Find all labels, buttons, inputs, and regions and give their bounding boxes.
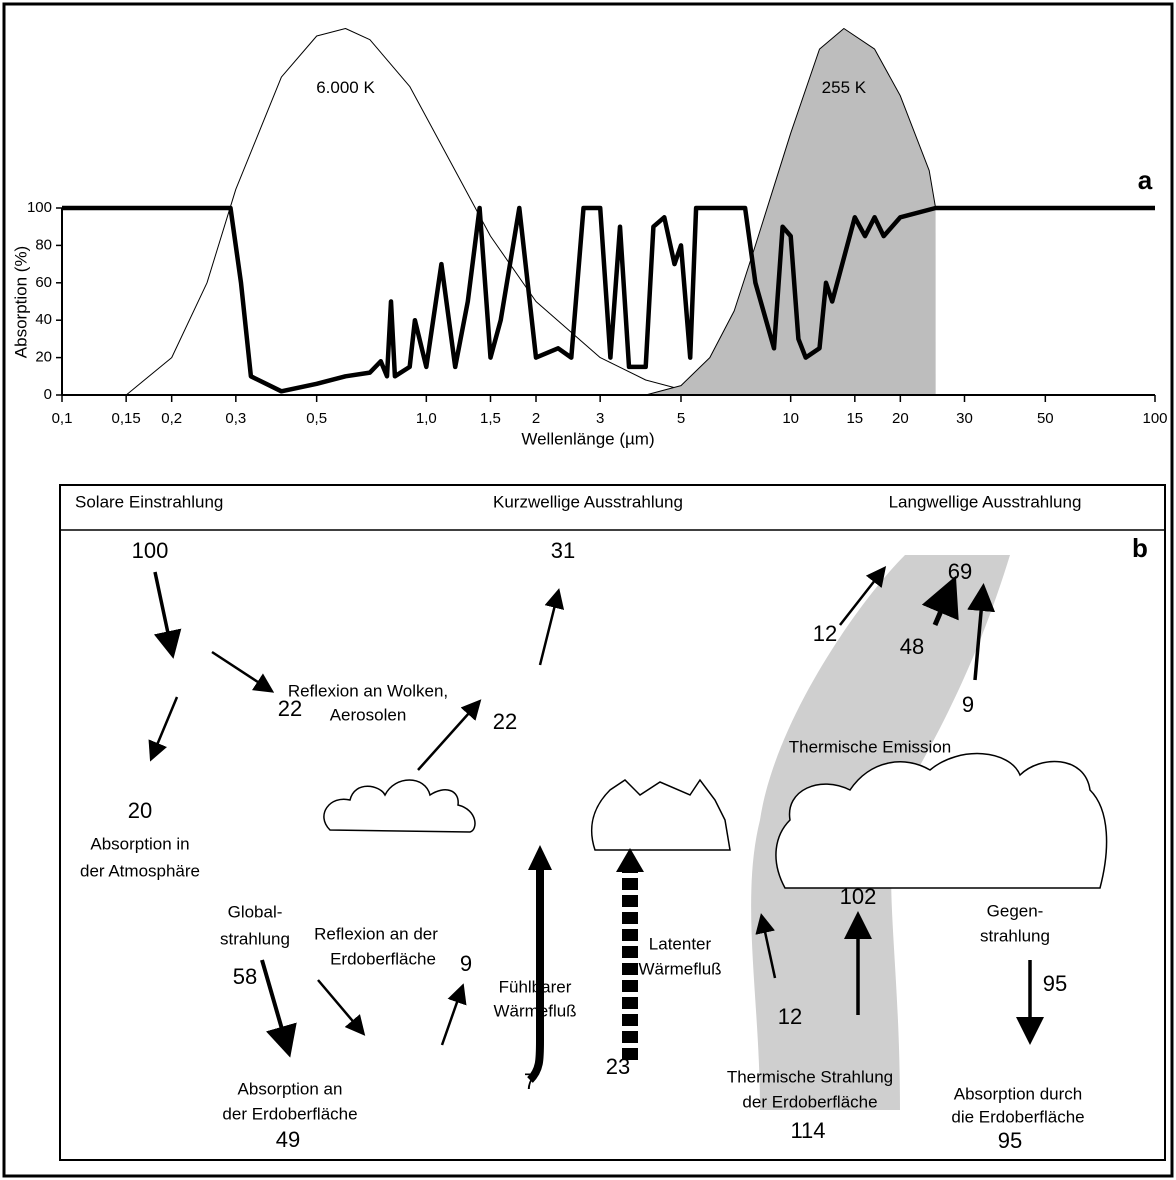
- label: Absorption an: [238, 1079, 343, 1098]
- label: Thermische Strahlung: [727, 1067, 893, 1086]
- x-tick-label: 3: [596, 410, 604, 427]
- y-tick-label: 80: [35, 236, 52, 253]
- label: Absorption durch: [954, 1084, 1083, 1103]
- header: Kurzwellige Ausstrahlung: [493, 492, 683, 511]
- x-tick-label: 0,3: [225, 410, 246, 427]
- label: die Erdoberfläche: [951, 1107, 1084, 1126]
- arrow: [211, 650, 275, 693]
- arrow: [317, 979, 366, 1036]
- header: Solare Einstrahlung: [75, 492, 223, 511]
- y-tick-label: 100: [27, 199, 52, 216]
- line: [125, 28, 682, 396]
- value: 58: [233, 964, 257, 989]
- line: [62, 205, 1155, 394]
- value: 95: [1043, 971, 1067, 996]
- value: 9: [460, 951, 472, 976]
- cloud-large: [775, 752, 1108, 889]
- chart: a Wellenlänge (µm) Absorption (%) 6.000 …: [11, 28, 1168, 448]
- value: 49: [276, 1127, 300, 1152]
- label: Wärmefluß: [638, 959, 721, 978]
- arrow: [839, 566, 887, 626]
- label: Absorption in: [90, 834, 189, 853]
- panel-frame: [59, 484, 1166, 1161]
- panel-label: b: [1132, 533, 1148, 563]
- series-label: 255 K: [822, 78, 867, 97]
- value: 7: [524, 1069, 536, 1094]
- label: Thermische Emission: [789, 737, 952, 756]
- value: 114: [790, 1118, 825, 1143]
- x-tick-label: 100: [1142, 410, 1167, 427]
- label: strahlung: [980, 926, 1050, 945]
- value: 95: [998, 1128, 1022, 1153]
- arrow: [538, 588, 565, 666]
- label: Wärmefluß: [493, 1001, 576, 1020]
- label: der Erdoberfläche: [742, 1092, 877, 1111]
- value: 12: [778, 1004, 802, 1029]
- arrow: [260, 959, 297, 1058]
- arrow: [440, 983, 467, 1046]
- y-tick-label: 60: [35, 274, 52, 291]
- x-tick-label: 0,2: [161, 410, 182, 427]
- label: strahlung: [220, 929, 290, 948]
- x-tick-label: 10: [782, 410, 799, 427]
- label: der Atmosphäre: [80, 861, 200, 880]
- x-tick-label: 0,15: [112, 410, 141, 427]
- panel-label: a: [1138, 165, 1153, 195]
- cloud: [323, 779, 476, 833]
- value: 12: [813, 621, 837, 646]
- header: Langwellige Ausstrahlung: [889, 492, 1082, 511]
- arrow-head: [528, 845, 552, 870]
- x-tick-label: 0,1: [52, 410, 73, 427]
- x-tick-label: 0,5: [306, 410, 327, 427]
- value: 69: [948, 559, 972, 584]
- value: 48: [900, 634, 924, 659]
- x-tick-label: 30: [956, 410, 973, 427]
- ice-cloud: [590, 778, 731, 851]
- arrow: [153, 571, 182, 659]
- label: Latenter: [649, 934, 712, 953]
- x-tick-label: 1,5: [480, 410, 501, 427]
- label: Erdoberfläche: [330, 949, 436, 968]
- y-tick-label: 0: [44, 386, 52, 403]
- y-tick-label: 20: [35, 349, 52, 366]
- arrow: [967, 583, 996, 681]
- label: Reflexion an der: [314, 924, 438, 943]
- x-tick-label: 1,0: [416, 410, 437, 427]
- value: 9: [962, 692, 974, 717]
- value: 100: [132, 538, 169, 563]
- x-tick-label: 15: [846, 410, 863, 427]
- arrow-shaft: [527, 868, 544, 1083]
- y-tick-label: 40: [35, 311, 52, 328]
- label: Gegen-: [987, 901, 1044, 920]
- label: Reflexion an Wolken,: [288, 681, 448, 700]
- value: 23: [606, 1054, 630, 1079]
- arrow-head: [616, 848, 644, 872]
- series-label: 6.000 K: [316, 78, 375, 97]
- label: Global-: [228, 902, 283, 921]
- x-tick-label: 2: [532, 410, 540, 427]
- line: [645, 28, 937, 396]
- value: 31: [551, 538, 575, 563]
- arrow: [417, 699, 482, 771]
- y-axis-title: Absorption (%): [11, 246, 30, 358]
- arrow: [921, 575, 959, 626]
- label: Aerosolen: [330, 705, 407, 724]
- x-axis-title: Wellenlänge (µm): [521, 429, 654, 448]
- label: Fühlbarer: [499, 977, 572, 996]
- value: 20: [128, 798, 152, 823]
- x-tick-label: 5: [677, 410, 685, 427]
- label: der Erdoberfläche: [222, 1104, 357, 1123]
- value: 22: [278, 696, 302, 721]
- arrow: [755, 913, 777, 979]
- diagram: Solare Einstrahlung Kurzwellige Ausstrah…: [59, 484, 1166, 1161]
- x-tick-label: 50: [1037, 410, 1054, 427]
- arrow: [148, 696, 179, 762]
- area: [645, 28, 936, 395]
- value: 22: [493, 709, 517, 734]
- x-tick-label: 20: [892, 410, 909, 427]
- value: 102: [840, 884, 877, 909]
